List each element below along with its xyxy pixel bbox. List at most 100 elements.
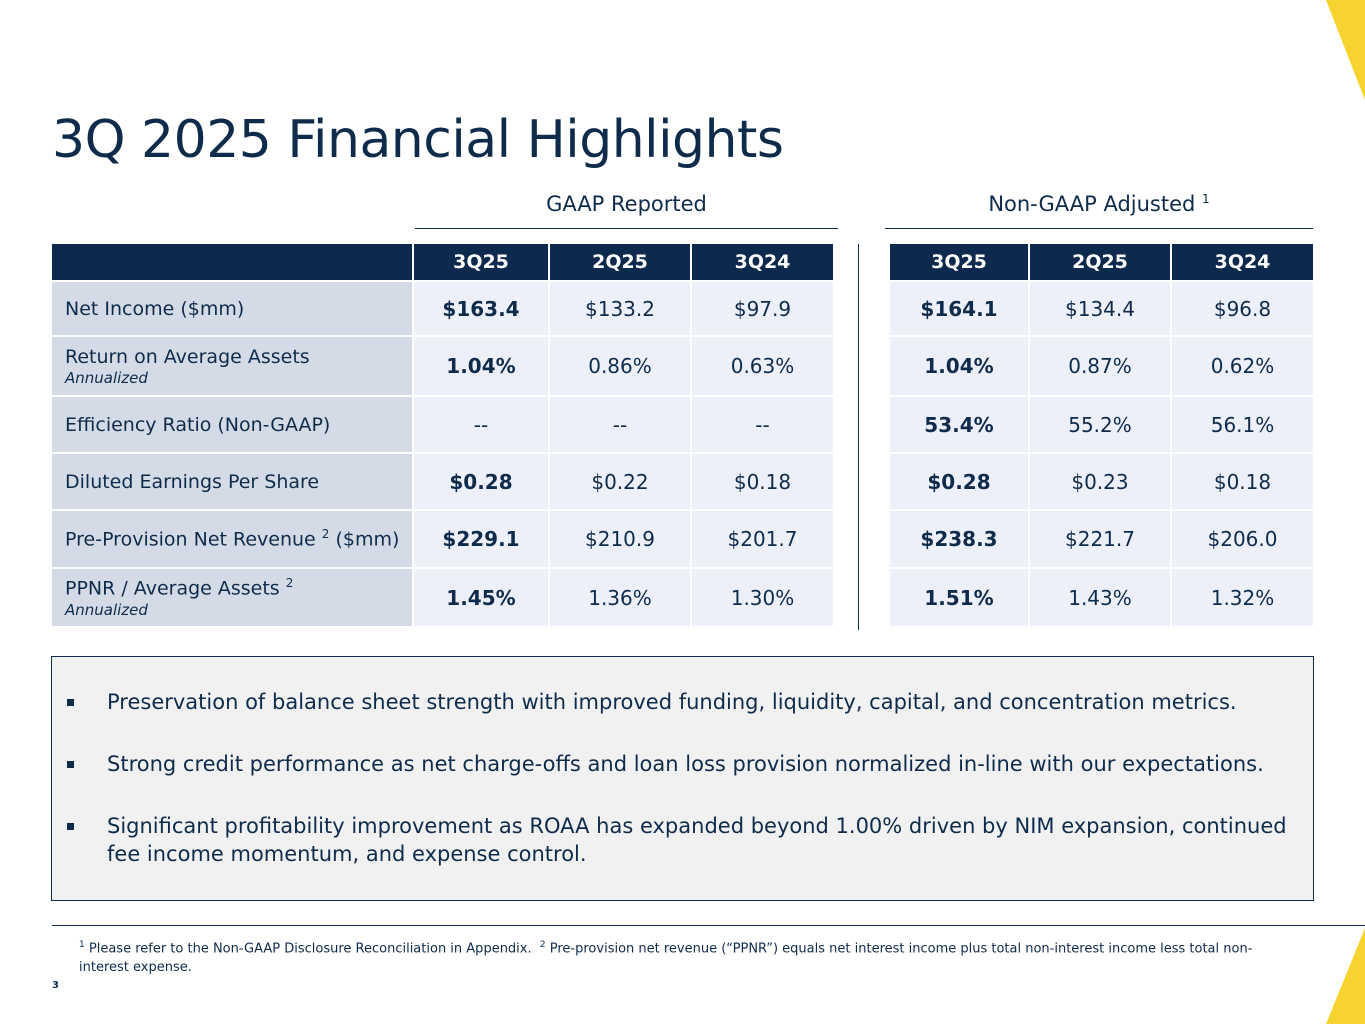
highlights-list: Preservation of balance sheet strength w… [52, 657, 1313, 868]
bullet-text: Preservation of balance sheet strength w… [107, 690, 1237, 714]
table-cell: 1.45% [414, 567, 550, 626]
table-cell: $0.28 [414, 452, 550, 509]
metric-label-text: Efficiency Ratio (Non-GAAP) [65, 413, 331, 436]
table-cell: -- [692, 395, 833, 452]
table-row: Pre-Provision Net Revenue 2 ($mm) $229.1… [52, 509, 833, 567]
highlights-box: Preservation of balance sheet strength w… [51, 656, 1314, 901]
table-row: $0.28 $0.23 $0.18 [890, 452, 1313, 509]
table-cell: $133.2 [550, 280, 692, 335]
table-row: 53.4% 55.2% 56.1% [890, 395, 1313, 452]
gaap-col-header: 3Q25 [414, 244, 550, 280]
footnote-2: Pre-provision net revenue (“PPNR”) equal… [79, 941, 1253, 976]
metric-label-text: Return on Average Assets [65, 345, 310, 368]
table-cell: 0.63% [692, 335, 833, 395]
bullet-text: Strong credit performance as net charge-… [107, 752, 1264, 776]
table-cell: $206.0 [1172, 509, 1313, 567]
metric-label: Diluted Earnings Per Share [52, 452, 414, 509]
bullet-icon [67, 699, 74, 706]
label-header-blank [52, 244, 414, 280]
metric-sublabel: Annualized [65, 600, 148, 619]
corner-accent-top [1326, 0, 1365, 100]
table-cell: -- [414, 395, 550, 452]
table-cell: 1.04% [414, 335, 550, 395]
gaap-col-header: 3Q24 [692, 244, 833, 280]
metric-footnote-marker: 2 [285, 576, 294, 591]
gaap-col-header: 2Q25 [550, 244, 692, 280]
page-title: 3Q 2025 Financial Highlights [52, 110, 784, 170]
table-cell: $0.18 [1172, 452, 1313, 509]
table-row: Efficiency Ratio (Non-GAAP) -- -- -- [52, 395, 833, 452]
table-row: Diluted Earnings Per Share $0.28 $0.22 $… [52, 452, 833, 509]
table-cell: $0.23 [1030, 452, 1172, 509]
nongaap-heading-footnote-marker: 1 [1202, 192, 1210, 206]
table-cell: $163.4 [414, 280, 550, 335]
metric-label-suffix: ($mm) [335, 528, 400, 551]
nongaap-col-header: 2Q25 [1030, 244, 1172, 280]
table-cell: 56.1% [1172, 395, 1313, 452]
gaap-heading-text: GAAP Reported [546, 192, 707, 216]
table-row: Return on Average Assets Annualized 1.04%… [52, 335, 833, 395]
table-cell: $96.8 [1172, 280, 1313, 335]
gaap-table: 3Q25 2Q25 3Q24 Net Income ($mm) $163.4 $… [52, 244, 833, 626]
bullet-icon [67, 823, 74, 830]
metric-label: Pre-Provision Net Revenue 2 ($mm) [52, 509, 414, 567]
table-divider [858, 244, 859, 630]
table-cell: $0.22 [550, 452, 692, 509]
table-row: 1.04% 0.87% 0.62% [890, 335, 1313, 395]
metric-label-text: Pre-Provision Net Revenue [65, 528, 316, 551]
nongaap-heading-text: Non-GAAP Adjusted [988, 192, 1196, 216]
footnote-1: Please refer to the Non-GAAP Disclosure … [88, 941, 532, 957]
nongaap-col-header: 3Q24 [1172, 244, 1313, 280]
table-row: $164.1 $134.4 $96.8 [890, 280, 1313, 335]
table-cell: 1.36% [550, 567, 692, 626]
table-cell: $229.1 [414, 509, 550, 567]
table-cell: $97.9 [692, 280, 833, 335]
metric-label: PPNR / Average Assets 2 Annualized [52, 567, 414, 626]
metric-label: Net Income ($mm) [52, 280, 414, 335]
table-cell: 1.04% [890, 335, 1030, 395]
metric-sublabel: Annualized [65, 368, 148, 387]
table-cell: 0.86% [550, 335, 692, 395]
table-cell: 1.43% [1030, 567, 1172, 626]
table-cell: 1.51% [890, 567, 1030, 626]
metric-label: Efficiency Ratio (Non-GAAP) [52, 395, 414, 452]
footer-rule [52, 925, 1365, 926]
metric-footnote-marker: 2 [321, 527, 330, 542]
table-cell: 0.62% [1172, 335, 1313, 395]
table-cell: $210.9 [550, 509, 692, 567]
footnote-marker: 2 [539, 940, 546, 950]
nongaap-heading: Non-GAAP Adjusted 1 [885, 192, 1313, 229]
bullet-text: Significant profitability improvement as… [107, 814, 1287, 866]
list-item: Strong credit performance as net charge-… [66, 750, 1293, 778]
nongaap-table: 3Q25 2Q25 3Q24 $164.1 $134.4 $96.8 1.04%… [890, 244, 1313, 626]
bullet-icon [67, 761, 74, 768]
nongaap-col-header: 3Q25 [890, 244, 1030, 280]
nongaap-header-row: 3Q25 2Q25 3Q24 [890, 244, 1313, 280]
gaap-header-row: 3Q25 2Q25 3Q24 [52, 244, 833, 280]
page-number: 3 [52, 980, 59, 991]
table-cell: $0.18 [692, 452, 833, 509]
table-cell: $134.4 [1030, 280, 1172, 335]
table-row: $238.3 $221.7 $206.0 [890, 509, 1313, 567]
table-cell: -- [550, 395, 692, 452]
table-cell: $201.7 [692, 509, 833, 567]
table-row: PPNR / Average Assets 2 Annualized 1.45% … [52, 567, 833, 626]
table-row: Net Income ($mm) $163.4 $133.2 $97.9 [52, 280, 833, 335]
metric-label: Return on Average Assets Annualized [52, 335, 414, 395]
table-cell: 53.4% [890, 395, 1030, 452]
table-cell: $238.3 [890, 509, 1030, 567]
table-cell: $0.28 [890, 452, 1030, 509]
metric-label-text: PPNR / Average Assets [65, 577, 280, 600]
metric-label-text: Diluted Earnings Per Share [65, 470, 320, 493]
table-cell: $164.1 [890, 280, 1030, 335]
table-cell: $221.7 [1030, 509, 1172, 567]
footnote-marker: 1 [79, 940, 85, 950]
list-item: Preservation of balance sheet strength w… [66, 688, 1293, 716]
table-cell: 1.32% [1172, 567, 1313, 626]
table-cell: 1.30% [692, 567, 833, 626]
footnotes: 1 Please refer to the Non-GAAP Disclosur… [79, 936, 1279, 977]
table-row: 1.51% 1.43% 1.32% [890, 567, 1313, 626]
gaap-heading: GAAP Reported [415, 192, 838, 229]
metric-label-text: Net Income ($mm) [65, 297, 245, 320]
table-cell: 0.87% [1030, 335, 1172, 395]
